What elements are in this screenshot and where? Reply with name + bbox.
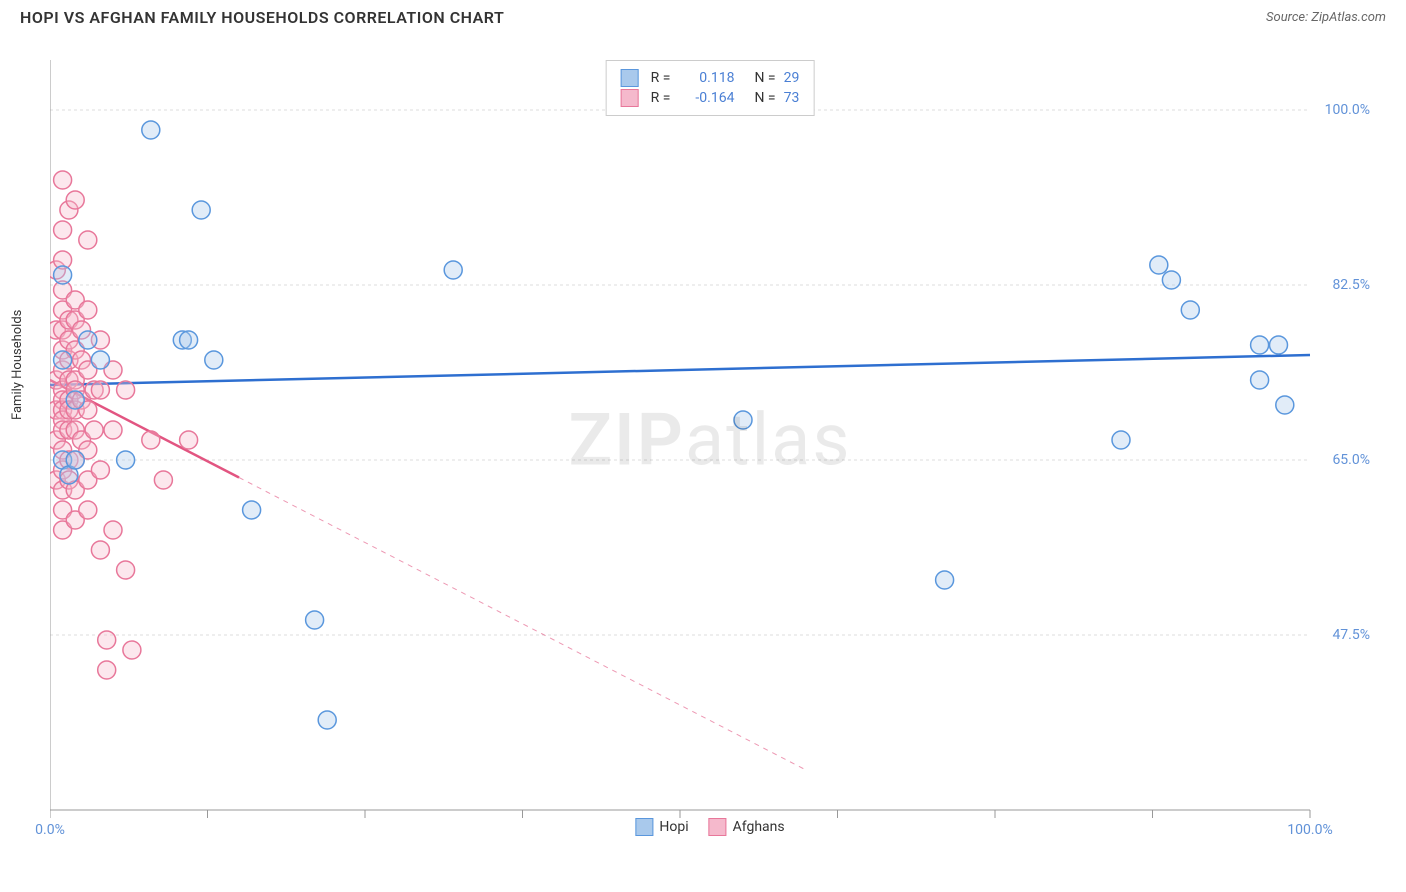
legend-item-hopi: Hopi [635,818,688,836]
series-legend: Hopi Afghans [635,818,784,836]
legend-row-hopi: R = 0.118 N = 29 [621,69,800,87]
r-label: R = [651,70,671,86]
correlation-legend: R = 0.118 N = 29 R = -0.164 N = 73 [606,60,815,116]
x-tick-label: 100.0% [1287,822,1332,838]
y-tick-label: 65.0% [1332,452,1370,468]
n-value-afghans: 73 [784,90,800,106]
legend-swatch-hopi-icon [635,818,653,836]
chart-title: HOPI VS AFGHAN FAMILY HOUSEHOLDS CORRELA… [20,8,504,27]
y-tick-label: 47.5% [1332,627,1370,643]
r-value-afghans: -0.164 [678,90,734,106]
legend-item-afghans: Afghans [709,818,785,836]
legend-label-hopi: Hopi [659,819,688,835]
y-tick-label: 82.5% [1332,277,1370,293]
chart-container: ZIPatlas R = 0.118 N = 29 R = -0.164 N =… [50,50,1370,830]
n-label: N = [754,70,775,86]
n-label: N = [754,90,775,106]
legend-row-afghans: R = -0.164 N = 73 [621,89,800,107]
scatter-plot [50,50,1370,830]
y-tick-label: 100.0% [1325,102,1370,118]
legend-swatch-afghans-icon [709,818,727,836]
legend-swatch-hopi [621,69,639,87]
legend-swatch-afghans [621,89,639,107]
x-tick-label: 0.0% [35,822,65,838]
y-axis-label: Family Households [10,310,25,420]
n-value-hopi: 29 [784,70,800,86]
r-label: R = [651,90,671,106]
source-attribution: Source: ZipAtlas.com [1266,10,1386,25]
r-value-hopi: 0.118 [678,70,734,86]
legend-label-afghans: Afghans [733,819,785,835]
